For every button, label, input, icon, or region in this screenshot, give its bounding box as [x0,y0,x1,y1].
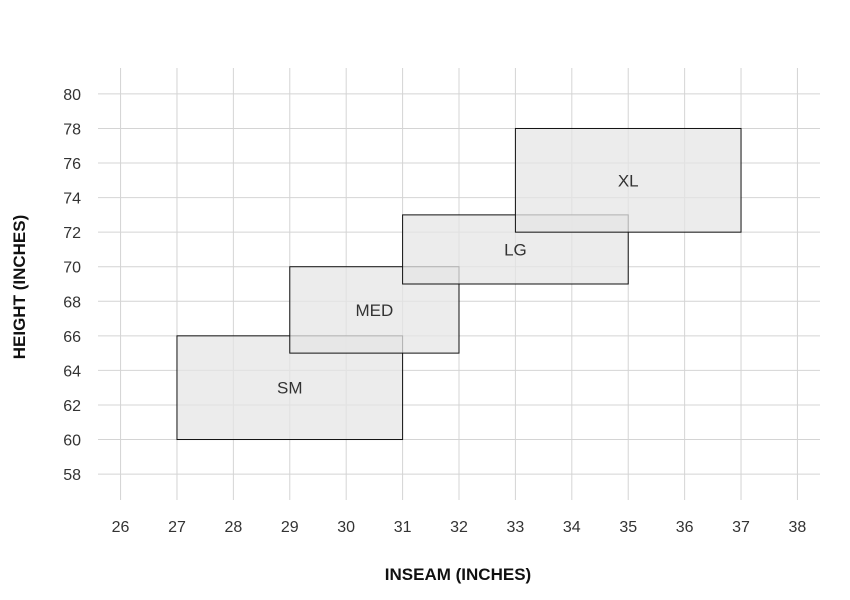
y-tick-label-80: 80 [63,87,81,104]
x-tick-label-28: 28 [224,519,242,536]
y-tick-label-74: 74 [63,191,81,208]
y-tick-label-70: 70 [63,260,81,277]
x-tick-label-35: 35 [619,519,637,536]
x-tick-label-29: 29 [281,519,299,536]
size-region-label-xl: XL [618,171,639,190]
x-tick-label-31: 31 [394,519,412,536]
y-tick-label-60: 60 [63,433,81,450]
y-tick-label-66: 66 [63,329,81,346]
y-tick-label-62: 62 [63,398,81,415]
x-tick-label-38: 38 [789,519,807,536]
x-tick-label-26: 26 [112,519,130,536]
size-region-xl [514,127,742,233]
x-tick-label-30: 30 [337,519,355,536]
size-regions: SM MED LG XL [176,127,742,441]
x-tick-label-27: 27 [168,519,186,536]
y-tick-label-68: 68 [63,294,81,311]
y-axis-title: HEIGHT (INCHES) [10,215,29,360]
x-tick-label-34: 34 [563,519,581,536]
y-tick-label-58: 58 [63,467,81,484]
x-tick-label-36: 36 [676,519,694,536]
y-tick-label-78: 78 [63,121,81,138]
size-region-label-sm: SM [277,379,303,398]
size-region-label-med: MED [356,301,394,320]
x-tick-label-37: 37 [732,519,750,536]
size-region-label-lg: LG [504,240,527,259]
y-tick-label-72: 72 [63,225,81,242]
y-tick-label-64: 64 [63,363,81,380]
tick-labels: 26 27 28 29 30 31 32 33 34 35 36 37 38 58 60 62 64 66 68 70… [63,87,806,536]
y-tick-label-76: 76 [63,156,81,173]
x-tick-label-32: 32 [450,519,468,536]
x-axis-title: INSEAM (INCHES) [385,565,531,584]
x-tick-label-33: 33 [507,519,525,536]
